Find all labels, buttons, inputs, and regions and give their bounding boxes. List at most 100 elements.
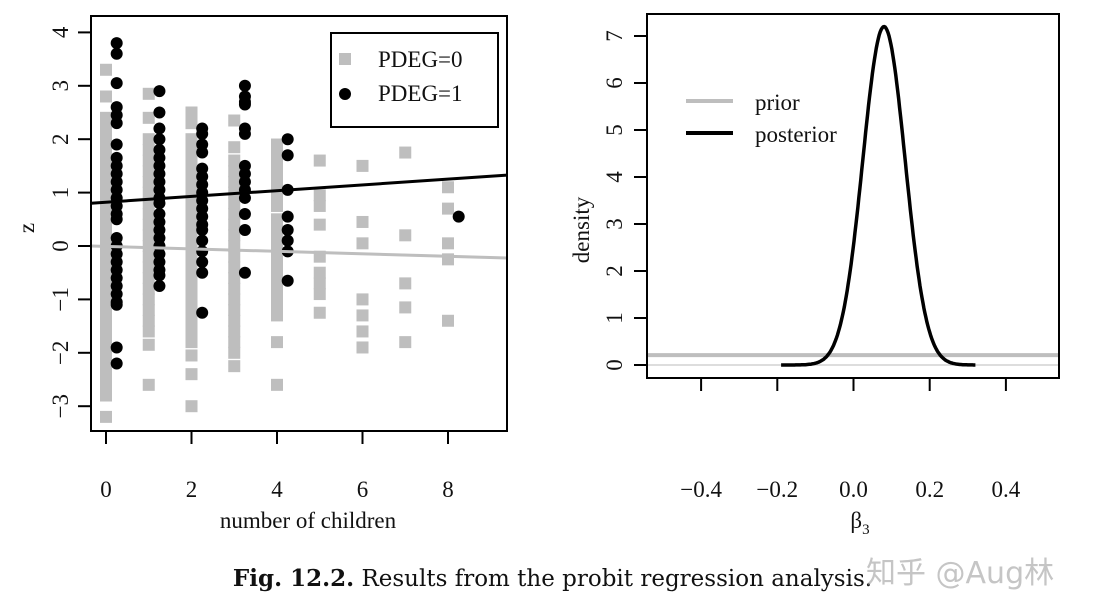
data-point-pdeg0: [356, 215, 369, 228]
y-tick-label: 2: [48, 133, 73, 145]
data-point-pdeg0: [185, 117, 198, 130]
data-point-pdeg1: [153, 106, 166, 119]
data-point-pdeg1: [110, 357, 123, 370]
data-point-pdeg0: [271, 288, 283, 301]
data-point-pdeg1: [196, 245, 209, 258]
legend-marker-square: [339, 53, 351, 65]
y-axis-label: density: [569, 196, 594, 263]
fit-line: [90, 244, 508, 260]
data-point-pdeg0: [228, 293, 241, 306]
caption-label: Fig. 12.2.: [232, 565, 355, 592]
data-point-pdeg0: [271, 277, 283, 290]
data-point-pdeg0: [228, 272, 241, 285]
data-point-pdeg1: [238, 266, 251, 279]
y-tick-label: −2: [48, 341, 73, 365]
data-point-pdeg0: [185, 293, 198, 306]
data-point-pdeg0: [185, 218, 198, 231]
legend-label: posterior: [755, 122, 837, 147]
data-point-pdeg0: [100, 207, 112, 220]
data-point-pdeg0: [100, 389, 112, 402]
data-point-pdeg0: [185, 229, 198, 242]
data-point-pdeg1: [281, 274, 294, 287]
data-point-pdeg0: [228, 165, 241, 178]
x-tick-label: 8: [442, 477, 454, 502]
data-point-pdeg0: [313, 306, 326, 319]
y-tick-label: 0: [48, 240, 73, 252]
data-point-pdeg0: [271, 298, 283, 311]
data-point-pdeg0: [142, 240, 155, 252]
y-axis-label: z: [14, 223, 39, 233]
data-point-pdeg0: [228, 325, 241, 338]
data-point-pdeg1: [110, 341, 123, 354]
data-point-pdeg1: [281, 133, 294, 146]
data-point-pdeg0: [185, 368, 198, 381]
data-point-pdeg1: [110, 298, 123, 311]
y-tick-label: 4: [602, 171, 627, 183]
y-tick-label: 3: [48, 80, 73, 92]
data-point-pdeg0: [100, 410, 112, 423]
data-point-pdeg0: [142, 165, 155, 178]
data-point-pdeg0: [271, 266, 283, 279]
data-point-pdeg1: [281, 223, 294, 236]
data-point-pdeg0: [442, 314, 454, 327]
data-point-pdeg0: [228, 154, 241, 167]
data-point-pdeg0: [228, 336, 241, 349]
data-point-pdeg1: [238, 79, 251, 92]
data-point-pdeg0: [185, 133, 198, 146]
data-point-pdeg0: [100, 63, 112, 76]
data-point-pdeg1: [153, 133, 166, 146]
x-tick-label: 2: [186, 477, 198, 502]
data-point-pdeg0: [185, 325, 198, 338]
data-point-pdeg0: [185, 207, 198, 220]
data-point-pdeg0: [100, 261, 112, 274]
data-point-pdeg0: [313, 277, 326, 290]
x-tick-label: −0.2: [756, 477, 798, 502]
data-point-pdeg0: [313, 199, 326, 212]
data-point-pdeg0: [100, 175, 112, 188]
y-tick-label: 5: [602, 124, 627, 136]
x-axis: 0 2 4 6 8: [100, 431, 454, 502]
data-point-pdeg0: [142, 154, 155, 167]
y-tick-label: 7: [602, 30, 627, 42]
data-point-pdeg0: [228, 250, 241, 263]
plot-frame: [646, 13, 1060, 379]
data-point-pdeg0: [100, 111, 112, 124]
data-point-pdeg1: [238, 207, 251, 220]
data-point-pdeg1: [196, 266, 209, 279]
data-point-pdeg0: [142, 325, 155, 338]
data-point-pdeg0: [228, 175, 241, 188]
data-point-pdeg0: [356, 325, 369, 338]
data-point-pdeg0: [185, 143, 198, 156]
data-point-pdeg1: [238, 223, 251, 236]
data-point-pdeg0: [228, 141, 241, 154]
caption-text: Results from the probit regression analy…: [361, 566, 873, 592]
data-point-pdeg1: [238, 191, 251, 204]
data-point-pdeg0: [271, 309, 283, 322]
data-point-pdeg0: [399, 336, 412, 349]
data-point-pdeg0: [100, 336, 112, 349]
y-tick-label: 0: [602, 359, 627, 371]
data-point-pdeg0: [100, 186, 112, 199]
data-point-pdeg0: [100, 250, 112, 263]
x-axis: −0.4 −0.2 0.0 0.2 0.4: [680, 378, 1021, 502]
data-point-pdeg0: [185, 165, 198, 178]
data-point-pdeg0: [142, 207, 155, 220]
data-point-pdeg0: [142, 261, 155, 274]
data-point-pdeg0: [142, 143, 155, 156]
data-point-pdeg0: [142, 293, 155, 306]
data-point-pdeg1: [110, 213, 123, 226]
x-tick-label: 0.0: [839, 477, 868, 502]
data-point-pdeg1: [281, 234, 294, 247]
data-point-pdeg0: [228, 218, 241, 231]
data-point-pdeg0: [100, 378, 112, 391]
data-point-pdeg1: [110, 138, 123, 151]
data-point-pdeg1: [281, 149, 294, 162]
data-point-pdeg0: [142, 338, 155, 351]
data-point-pdeg0: [100, 143, 112, 156]
posterior-curve: [781, 24, 976, 367]
data-point-pdeg0: [142, 250, 155, 263]
data-point-pdeg0: [185, 314, 198, 327]
x-axis-label-subscript: 3: [862, 522, 870, 538]
data-point-pdeg0: [356, 293, 369, 306]
